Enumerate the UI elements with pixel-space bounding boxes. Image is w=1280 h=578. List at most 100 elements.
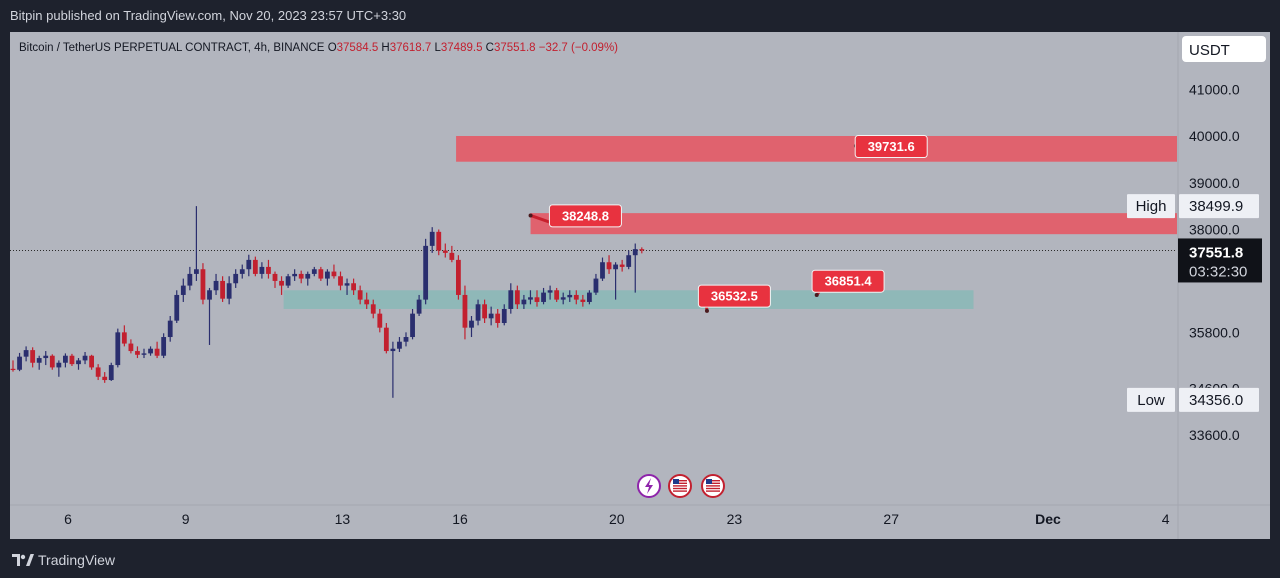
- candle[interactable]: [226, 276, 232, 305]
- candle[interactable]: [567, 290, 573, 302]
- candle[interactable]: [76, 358, 81, 370]
- candle[interactable]: [69, 353, 75, 367]
- candle[interactable]: [49, 354, 55, 370]
- candle[interactable]: [501, 304, 507, 326]
- candle[interactable]: [390, 341, 396, 398]
- currency-button[interactable]: [1182, 36, 1266, 62]
- candle[interactable]: [200, 263, 206, 305]
- candle[interactable]: [331, 264, 337, 279]
- candle[interactable]: [279, 276, 284, 295]
- candle[interactable]: [89, 354, 94, 370]
- candle[interactable]: [266, 259, 271, 279]
- candle[interactable]: [469, 315, 474, 338]
- price-label-box[interactable]: [548, 204, 622, 228]
- candle[interactable]: [148, 346, 153, 356]
- candle[interactable]: [547, 285, 553, 300]
- candle[interactable]: [573, 290, 579, 305]
- candle[interactable]: [115, 328, 121, 368]
- candle[interactable]: [180, 278, 186, 302]
- candle[interactable]: [429, 227, 435, 253]
- candle[interactable]: [311, 266, 317, 277]
- candle[interactable]: [325, 269, 330, 286]
- chart-frame[interactable]: [10, 32, 1270, 539]
- candle[interactable]: [587, 290, 592, 305]
- candle[interactable]: [23, 346, 29, 362]
- tradingview-brand[interactable]: TradingView: [12, 552, 115, 568]
- candle[interactable]: [554, 287, 560, 302]
- candle[interactable]: [541, 287, 546, 305]
- candle[interactable]: [194, 206, 199, 281]
- candle[interactable]: [246, 254, 252, 277]
- candle[interactable]: [514, 285, 520, 309]
- candle[interactable]: [403, 332, 409, 347]
- candle[interactable]: [292, 269, 298, 281]
- resistance-zone-lower[interactable]: [530, 213, 1177, 235]
- candle[interactable]: [580, 294, 586, 307]
- candle[interactable]: [161, 333, 167, 359]
- candle[interactable]: [351, 278, 356, 295]
- candle[interactable]: [613, 262, 618, 300]
- candle[interactable]: [121, 325, 127, 347]
- candle[interactable]: [82, 351, 88, 365]
- candle[interactable]: [528, 290, 533, 305]
- candle[interactable]: [495, 308, 501, 328]
- candle[interactable]: [10, 360, 16, 372]
- candle[interactable]: [344, 278, 350, 295]
- candle[interactable]: [456, 255, 461, 300]
- candle[interactable]: [135, 346, 140, 359]
- candle[interactable]: [475, 299, 481, 326]
- candle[interactable]: [56, 360, 62, 377]
- candle[interactable]: [436, 229, 442, 256]
- candle[interactable]: [36, 355, 42, 370]
- candle[interactable]: [305, 271, 311, 286]
- candle[interactable]: [370, 299, 376, 319]
- candle[interactable]: [364, 292, 370, 309]
- candle[interactable]: [220, 276, 225, 302]
- candle[interactable]: [233, 269, 239, 288]
- candle[interactable]: [167, 315, 173, 342]
- resistance-zone-upper[interactable]: [456, 136, 1177, 162]
- candle[interactable]: [416, 294, 422, 316]
- event-us-flag-icon[interactable]: [668, 474, 692, 498]
- candle[interactable]: [318, 266, 324, 281]
- candle[interactable]: [632, 243, 638, 293]
- candle[interactable]: [482, 299, 487, 323]
- candle[interactable]: [108, 362, 114, 381]
- candle[interactable]: [95, 364, 101, 381]
- candle[interactable]: [534, 290, 540, 307]
- candle[interactable]: [30, 347, 36, 368]
- candle[interactable]: [619, 259, 625, 272]
- candle[interactable]: [43, 351, 49, 366]
- candle[interactable]: [128, 339, 134, 354]
- candle[interactable]: [423, 238, 429, 305]
- candle[interactable]: [606, 255, 612, 274]
- candle[interactable]: [252, 256, 258, 277]
- candle[interactable]: [397, 337, 402, 352]
- candle[interactable]: [285, 273, 291, 288]
- event-us-flag-icon[interactable]: [701, 474, 725, 498]
- symbol-legend[interactable]: Bitcoin / TetherUS PERPETUAL CONTRACT, 4…: [19, 42, 618, 54]
- candle[interactable]: [63, 353, 68, 368]
- candle[interactable]: [239, 264, 245, 279]
- support-zone[interactable]: [283, 290, 974, 309]
- candle[interactable]: [207, 287, 212, 345]
- candle[interactable]: [442, 243, 448, 258]
- candle[interactable]: [154, 341, 160, 359]
- candle[interactable]: [102, 372, 108, 383]
- candle[interactable]: [626, 250, 632, 270]
- candle[interactable]: [600, 257, 605, 281]
- candle[interactable]: [213, 273, 219, 295]
- candle[interactable]: [560, 292, 566, 305]
- candle[interactable]: [17, 352, 22, 372]
- price-label-box[interactable]: [854, 135, 928, 159]
- candle[interactable]: [639, 247, 645, 254]
- candle[interactable]: [272, 271, 278, 288]
- candle[interactable]: [449, 245, 455, 263]
- candle[interactable]: [462, 285, 468, 340]
- candle[interactable]: [377, 308, 383, 333]
- candle[interactable]: [141, 348, 147, 359]
- candle[interactable]: [174, 290, 180, 323]
- candle[interactable]: [410, 308, 415, 340]
- event-bolt-icon[interactable]: [637, 474, 661, 498]
- price-label-box[interactable]: [811, 269, 885, 293]
